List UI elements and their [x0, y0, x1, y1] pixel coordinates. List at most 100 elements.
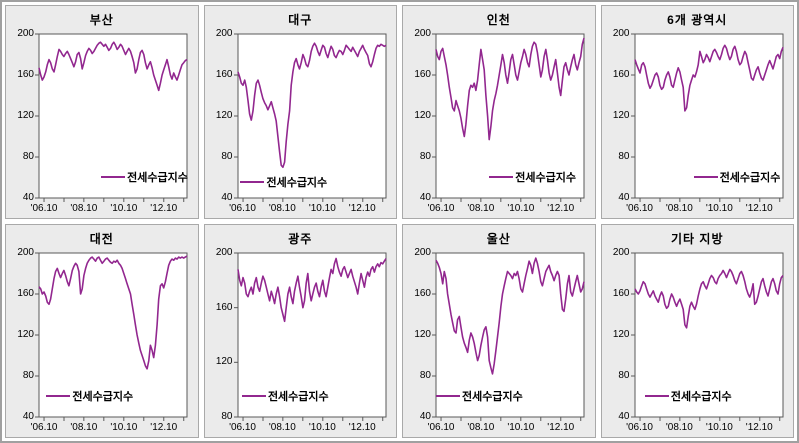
legend-line-swatch [46, 394, 71, 397]
x-tick-label: '12.10 [348, 422, 376, 433]
series-line [38, 41, 188, 92]
y-tick-label: 160 [612, 288, 630, 299]
y-tick-label: 40 [419, 411, 431, 422]
x-tick-label: '10.10 [110, 422, 138, 433]
legend-line-swatch [101, 175, 126, 178]
line-chart-svg [432, 252, 585, 421]
y-tick-label: 40 [22, 192, 34, 203]
y-tick-label: 40 [221, 192, 233, 203]
line-chart-svg [630, 252, 784, 421]
y-tick-label: 200 [215, 28, 233, 39]
x-tick-label: '12.10 [547, 422, 575, 433]
chart-panel-ulsan: 울산 전세수급지수 200 160 120 80 40'06.10 '08.10 '10.1… [402, 224, 596, 438]
y-tick-label: 200 [17, 247, 34, 258]
legend: 전세수급지수 [241, 388, 329, 404]
y-tick-label: 160 [414, 69, 431, 80]
y-tick-label: 80 [618, 370, 630, 381]
y-tick-label: 200 [215, 247, 233, 258]
x-tick-label: '06.10 [626, 203, 653, 214]
y-tick-label: 120 [17, 110, 34, 121]
legend: 전세수급지수 [644, 388, 732, 404]
y-tick-label: 80 [22, 151, 34, 162]
legend-line-swatch [436, 394, 460, 397]
line-chart-svg [630, 33, 784, 202]
y-tick-label: 40 [22, 411, 34, 422]
legend-label: 전세수급지수 [127, 171, 188, 184]
chart-title: 기타 지방 [671, 232, 724, 246]
y-tick-label: 200 [414, 247, 431, 258]
legend-label: 전세수급지수 [719, 171, 781, 184]
chart-panel-gwangju: 광주 전세수급지수 200 160 120 80'06.10 '08.10 '10.10 '… [203, 224, 397, 438]
legend-line-swatch [240, 180, 265, 183]
plot-frame [38, 33, 188, 199]
y-tick-label: 200 [612, 247, 630, 258]
line-chart-svg [233, 252, 387, 421]
x-tick-label: '06.10 [229, 422, 256, 433]
chart-title: 광주 [288, 232, 313, 246]
y-tick-label: 80 [419, 151, 431, 162]
y-tick-label: 120 [414, 329, 431, 340]
x-tick-label: '08.10 [70, 422, 98, 433]
legend: 전세수급지수 [240, 174, 327, 190]
y-tick-label: 80 [221, 411, 233, 422]
x-tick-label: '10.10 [308, 422, 336, 433]
plot-frame [38, 252, 188, 418]
chart-panel-6-metro-cities: 6개 광역시 전세수급지수 200 160 120 80 40'06.10 '08.10 '… [600, 5, 794, 219]
y-tick-label: 120 [612, 110, 630, 121]
legend-line-swatch [489, 175, 514, 178]
chart-panel-daegu: 대구 전세수급지수 200 160 120 80 40'06.10 '08.10 '10.1… [203, 5, 397, 219]
y-tick-label: 40 [618, 192, 630, 203]
chart-title: 6개 광역시 [667, 13, 728, 27]
x-tick-label: '08.10 [467, 203, 495, 214]
x-tick-label: '06.10 [30, 203, 58, 214]
y-tick-label: 160 [17, 288, 34, 299]
plot-frame [237, 33, 386, 199]
chart-panel-daejeon: 대전 전세수급지수 200 160 120 80 40'06.10 '08.10 '10.1… [5, 224, 199, 438]
y-tick-label: 120 [414, 110, 431, 121]
chart-panel-incheon: 인천 전세수급지수 200 160 120 80 40'06.10 '08.10 '10.1… [402, 5, 596, 219]
x-tick-label: '08.10 [268, 422, 296, 433]
y-tick-label: 160 [215, 69, 233, 80]
x-tick-label: '08.10 [665, 422, 693, 433]
series-line [38, 255, 188, 370]
line-chart-svg [233, 33, 386, 202]
x-tick-label: '12.10 [348, 203, 376, 214]
x-tick-label: '10.10 [507, 203, 535, 214]
chart-title: 대전 [89, 232, 114, 246]
line-chart-svg [35, 33, 188, 202]
legend-label: 전세수급지수 [462, 390, 523, 403]
chart-title: 부산 [89, 13, 114, 27]
x-tick-label: '08.10 [467, 422, 495, 433]
x-tick-label: '06.10 [427, 422, 455, 433]
legend-line-swatch [693, 175, 718, 178]
x-tick-label: '08.10 [268, 203, 296, 214]
y-tick-label: 160 [612, 69, 630, 80]
x-tick-label: '06.10 [229, 203, 256, 214]
line-chart-svg [35, 252, 188, 421]
y-tick-label: 80 [618, 151, 630, 162]
x-tick-label: '12.10 [150, 203, 178, 214]
legend: 전세수급지수 [436, 388, 523, 404]
x-tick-label: '10.10 [308, 203, 336, 214]
y-tick-label: 200 [612, 28, 630, 39]
series-line [236, 257, 387, 323]
legend-label: 전세수급지수 [266, 176, 328, 189]
legend-label: 전세수급지수 [267, 390, 329, 403]
x-tick-label: '06.10 [427, 203, 455, 214]
y-tick-label: 120 [215, 110, 233, 121]
y-tick-label: 80 [221, 151, 233, 162]
legend: 전세수급지수 [101, 169, 188, 185]
legend: 전세수급지수 [489, 169, 576, 185]
x-tick-label: '08.10 [70, 203, 98, 214]
series-line [435, 257, 585, 375]
x-tick-label: '12.10 [745, 203, 773, 214]
legend-label: 전세수급지수 [515, 171, 576, 184]
y-tick-label: 120 [612, 329, 630, 340]
legend-label: 전세수급지수 [670, 390, 732, 403]
x-tick-label: '08.10 [665, 203, 693, 214]
legend: 전세수급지수 [693, 169, 781, 185]
legend: 전세수급지수 [46, 388, 133, 404]
x-tick-label: '06.10 [30, 422, 58, 433]
y-tick-label: 200 [414, 28, 431, 39]
